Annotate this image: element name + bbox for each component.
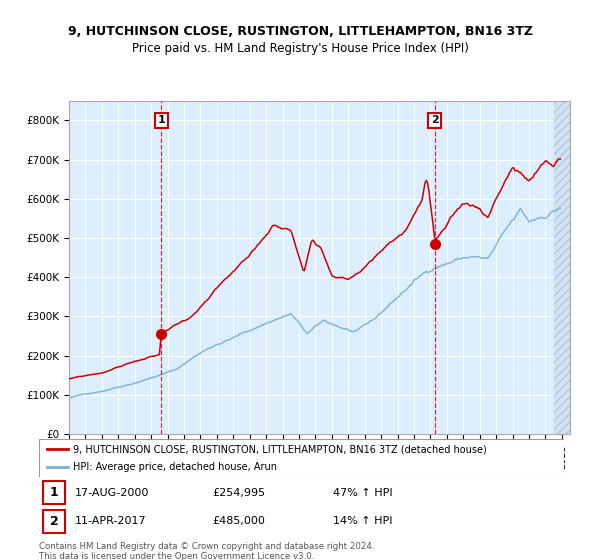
Text: 9, HUTCHINSON CLOSE, RUSTINGTON, LITTLEHAMPTON, BN16 3TZ (detached house): 9, HUTCHINSON CLOSE, RUSTINGTON, LITTLEH…	[73, 444, 487, 454]
Text: 1: 1	[158, 115, 166, 125]
Text: Price paid vs. HM Land Registry's House Price Index (HPI): Price paid vs. HM Land Registry's House …	[131, 42, 469, 55]
Text: 47% ↑ HPI: 47% ↑ HPI	[333, 488, 392, 497]
Text: 2: 2	[50, 515, 59, 528]
Text: £254,995: £254,995	[212, 488, 265, 497]
Bar	[554, 101, 570, 434]
Text: 9, HUTCHINSON CLOSE, RUSTINGTON, LITTLEHAMPTON, BN16 3TZ: 9, HUTCHINSON CLOSE, RUSTINGTON, LITTLEH…	[67, 25, 533, 38]
Text: 1: 1	[50, 486, 59, 499]
Text: 17-AUG-2000: 17-AUG-2000	[75, 488, 149, 497]
Text: Contains HM Land Registry data © Crown copyright and database right 2024.
This d: Contains HM Land Registry data © Crown c…	[39, 542, 374, 560]
Bar	[43, 510, 65, 533]
Text: HPI: Average price, detached house, Arun: HPI: Average price, detached house, Arun	[73, 462, 277, 472]
Text: £485,000: £485,000	[212, 516, 265, 526]
Text: 11-APR-2017: 11-APR-2017	[75, 516, 146, 526]
Text: 14% ↑ HPI: 14% ↑ HPI	[333, 516, 392, 526]
Bar	[43, 481, 65, 504]
Text: 2: 2	[431, 115, 439, 125]
